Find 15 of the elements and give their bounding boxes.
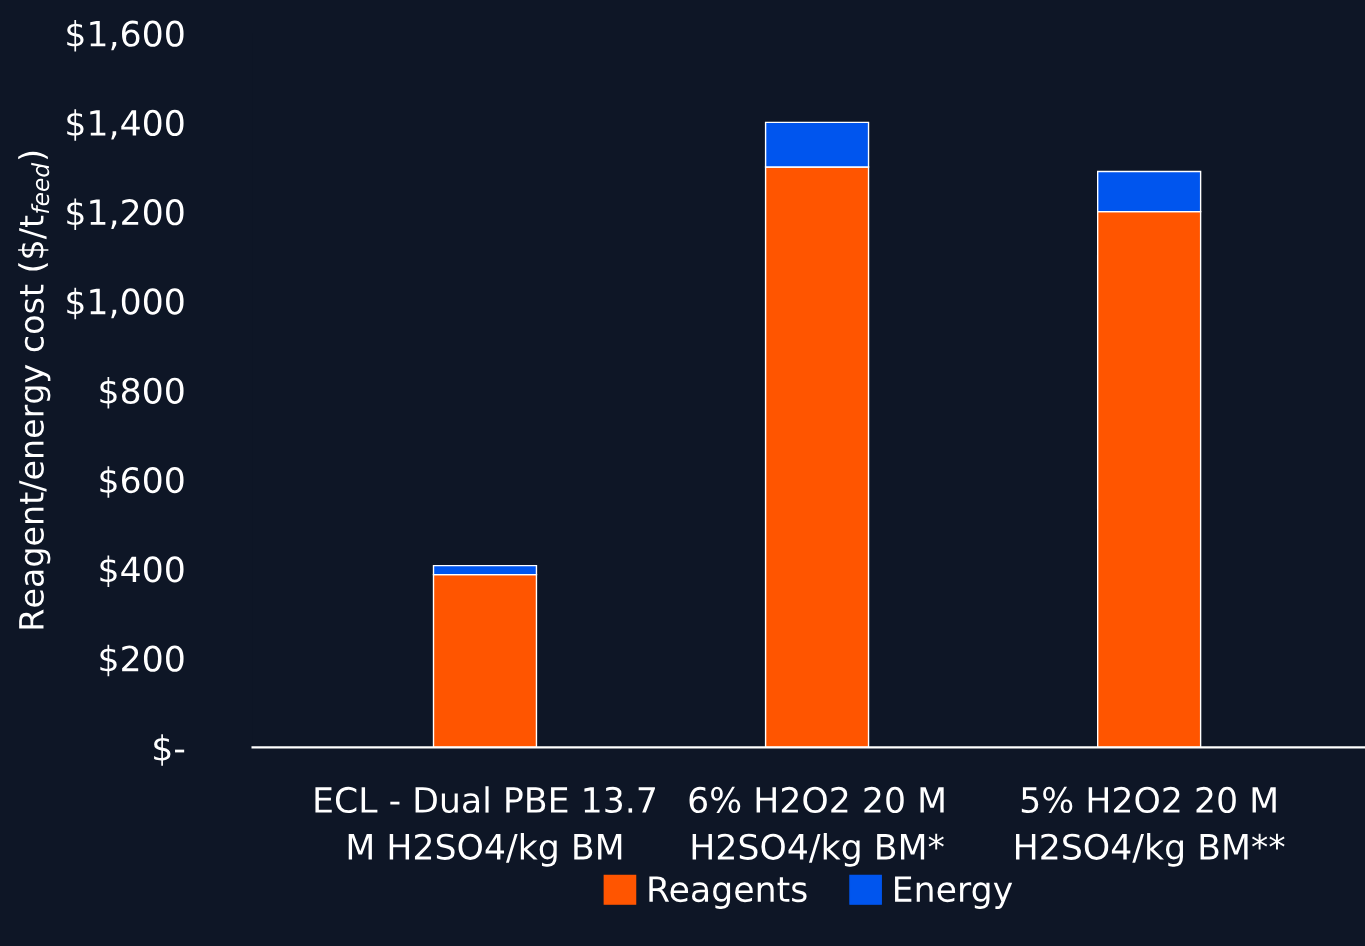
y-tick-label: $600 — [100, 466, 184, 498]
legend-label: Reagents — [649, 876, 807, 909]
x-tick-label: 5% H2O2 20 M H2SO4/kg BM** — [1016, 786, 1285, 867]
x-tick-label: 6% H2O2 20 M H2SO4/kg BM* — [689, 786, 944, 867]
y-axis-title: Reagent/energy cost ($/t$_{feed}$) — [18, 151, 51, 629]
legend-label: Energy — [895, 876, 1013, 909]
y-tick-label: $1,200 — [67, 198, 184, 230]
y-tick-label: $200 — [100, 644, 184, 677]
y-tick-label: $1,600 — [67, 19, 184, 52]
y-tick-label: $800 — [100, 377, 184, 409]
y-tick-label: $1,000 — [67, 287, 184, 320]
y-tick-label: $1,400 — [67, 109, 184, 141]
y-tick-label: $- — [154, 734, 185, 766]
y-tick-label: $400 — [100, 555, 184, 588]
x-tick-label: ECL - Dual PBE 13.7 M H2SO4/kg BM — [315, 786, 655, 867]
